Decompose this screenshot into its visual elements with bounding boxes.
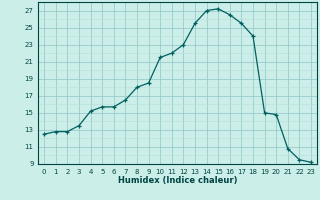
X-axis label: Humidex (Indice chaleur): Humidex (Indice chaleur)	[118, 176, 237, 185]
